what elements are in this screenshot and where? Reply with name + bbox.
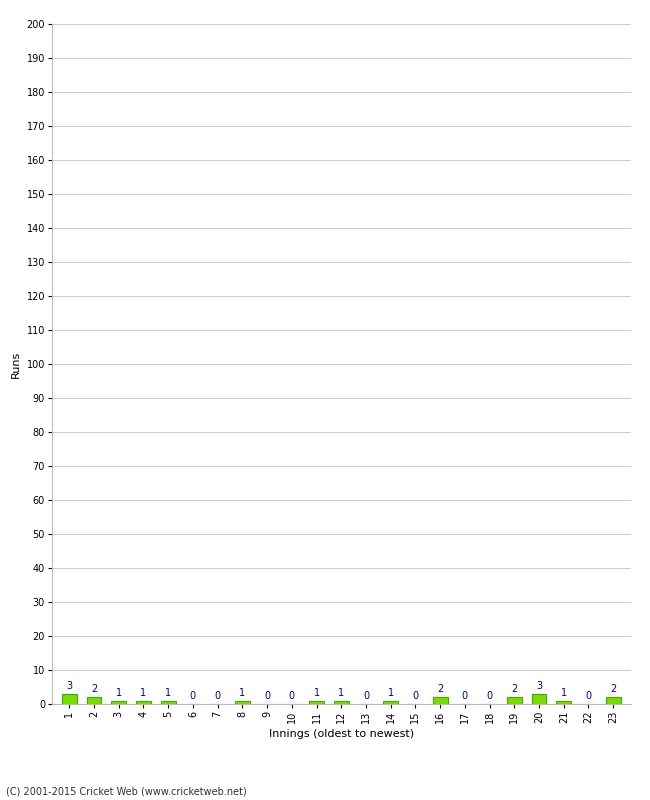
Bar — [309, 701, 324, 704]
Text: 1: 1 — [313, 688, 320, 698]
Text: 0: 0 — [462, 691, 468, 702]
Text: 3: 3 — [536, 681, 542, 691]
Bar — [532, 694, 547, 704]
Bar — [136, 701, 151, 704]
Text: 1: 1 — [116, 688, 122, 698]
Text: 2: 2 — [511, 685, 517, 694]
Text: (C) 2001-2015 Cricket Web (www.cricketweb.net): (C) 2001-2015 Cricket Web (www.cricketwe… — [6, 786, 247, 796]
Bar — [433, 697, 448, 704]
Bar — [86, 697, 101, 704]
Bar — [62, 694, 77, 704]
Text: 1: 1 — [239, 688, 246, 698]
Text: 2: 2 — [437, 685, 443, 694]
Text: 2: 2 — [91, 685, 97, 694]
Bar — [235, 701, 250, 704]
Text: 3: 3 — [66, 681, 72, 691]
Text: 1: 1 — [140, 688, 146, 698]
Text: 1: 1 — [387, 688, 394, 698]
Bar — [507, 697, 522, 704]
Text: 0: 0 — [486, 691, 493, 702]
Text: 0: 0 — [289, 691, 295, 702]
Bar — [384, 701, 398, 704]
Text: 0: 0 — [363, 691, 369, 702]
Text: 1: 1 — [165, 688, 171, 698]
Text: 2: 2 — [610, 685, 616, 694]
Text: 0: 0 — [190, 691, 196, 702]
Text: 1: 1 — [561, 688, 567, 698]
Bar — [606, 697, 621, 704]
Y-axis label: Runs: Runs — [11, 350, 21, 378]
Bar — [161, 701, 176, 704]
Text: 0: 0 — [412, 691, 419, 702]
Text: 1: 1 — [338, 688, 344, 698]
X-axis label: Innings (oldest to newest): Innings (oldest to newest) — [268, 729, 414, 739]
Bar — [334, 701, 348, 704]
Text: 0: 0 — [586, 691, 592, 702]
Text: 0: 0 — [264, 691, 270, 702]
Bar — [111, 701, 126, 704]
Text: 0: 0 — [214, 691, 221, 702]
Bar — [556, 701, 571, 704]
